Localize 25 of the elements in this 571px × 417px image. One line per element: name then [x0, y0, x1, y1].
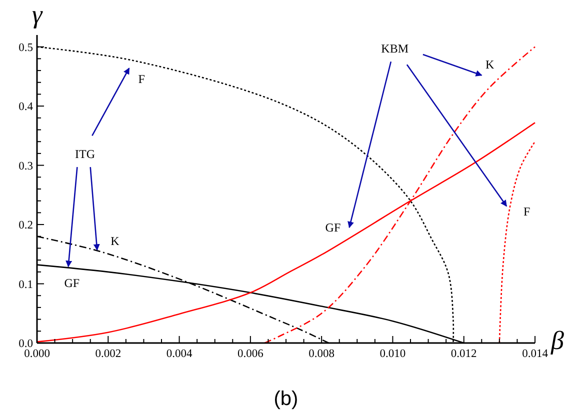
- y-tick-label: 0.2: [18, 220, 34, 232]
- x-tick-label: 0.008: [308, 348, 335, 360]
- x-tick-label: 0.010: [380, 348, 406, 360]
- x-tick-label: 0.004: [166, 348, 192, 360]
- text: (b): [274, 388, 298, 410]
- x-tick-label: 0.002: [95, 348, 122, 360]
- y-tick-label: 0.4: [18, 101, 34, 114]
- annotation: GF: [64, 276, 80, 290]
- annotation: F: [138, 72, 146, 86]
- annotation: GF: [325, 220, 341, 234]
- x-axis-title: β: [550, 326, 564, 355]
- x-tick-label: 0.014: [522, 348, 548, 360]
- y-tick-label: 0.5: [18, 42, 34, 54]
- y-tick-label: 0.1: [18, 278, 34, 291]
- annotation: KBM: [381, 42, 409, 56]
- x-tick-label: 0.006: [237, 348, 264, 360]
- y-axis-title: γ: [32, 0, 43, 29]
- annotation: F: [523, 204, 530, 219]
- x-tick-label: 0.000: [24, 348, 50, 360]
- x-tick-label: 0.012: [450, 348, 478, 360]
- y-tick-label: 0.0: [18, 338, 34, 350]
- annotation: ITG: [75, 147, 96, 162]
- annotation: K: [110, 234, 120, 248]
- y-tick-label: 0.3: [18, 160, 34, 172]
- annotation: K: [485, 58, 494, 72]
